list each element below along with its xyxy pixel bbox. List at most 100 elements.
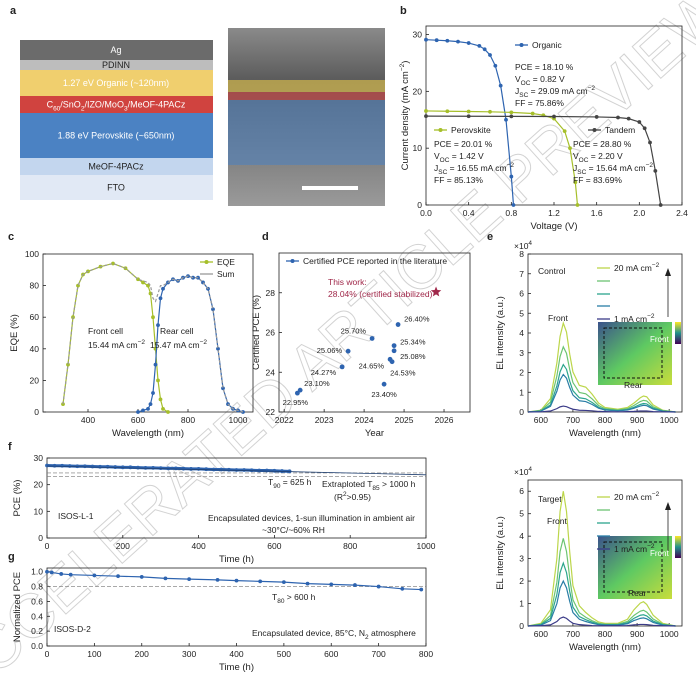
panel-label: b [400,5,407,17]
x-axis-title: Time (h) [219,554,254,565]
legend-label: Tandem [605,125,635,135]
text-part: −2 [138,339,146,346]
data-point [158,397,163,402]
text-part: = 2.20 V [588,151,623,161]
y-axis-title: Certified PCE (%) [251,295,262,370]
data-point [294,390,300,396]
y-tick-label: 28 [266,288,276,298]
data-point [98,464,102,469]
data-point [68,572,73,577]
series-line [425,110,579,206]
text-part: OC [579,157,589,164]
legend-label: EQE [217,257,235,267]
x-tick-label: 0 [45,649,50,659]
x-tick-label: 800 [419,649,433,659]
text-part: 85 [372,485,380,492]
y-tick-label: 5 [519,308,524,318]
x-tick-label: 2.0 [633,208,645,218]
x-tick-label: 800 [598,415,612,425]
x-axis-title: Time (h) [219,662,254,673]
annotation: ISOS-L-1 [58,511,94,521]
layer-label: 1.88 eV Perovskite (~650nm) [58,131,175,141]
data-point [153,362,158,367]
text-part: = 0.82 V [530,74,565,84]
data-point [376,584,381,589]
data-label: 22.95% [283,398,309,407]
data-point [466,109,471,114]
layer [20,158,213,175]
data-point [90,464,95,469]
y-tick-label: 0.8 [31,582,43,592]
legend-marker [519,43,524,47]
data-point [434,38,439,43]
data-point [120,465,125,470]
text-part: SC [438,169,447,176]
data-point [594,115,599,119]
data-point [59,572,64,576]
text-part: atmosphere [369,628,417,638]
text-part: J [434,163,438,173]
data-point [105,464,110,469]
layer [20,96,213,113]
data-point [369,336,375,341]
text-part: = 625 h [280,477,311,487]
x-tick-label: 700 [566,629,580,639]
text-part: −2 [652,491,660,498]
y-tick-label: 24 [266,367,276,377]
data-point [424,37,428,42]
data-label: 24.65% [359,361,385,370]
x-tick-label: 400 [81,415,95,425]
x-tick-label: 2025 [395,415,414,425]
x-tick-label: 2.4 [676,208,688,218]
text-part: (R [334,492,343,502]
data-point [158,466,163,471]
x-axis-title: Year [365,428,384,439]
annotation: VOC = 1.42 V [434,151,484,164]
data-point [264,468,269,473]
text-part: ×10 [514,467,529,477]
data-label: 25.34% [400,338,426,347]
x-axis-title: Wavelength (nm) [112,428,184,439]
annotation: JSC = 16.55 mA cm−2 [434,162,514,176]
text-part: 3 [124,106,128,113]
y-axis-title: PCE (%) [12,480,23,517]
y-tick-label: 5 [519,509,524,519]
data-point [141,408,145,413]
legend-marker [290,259,295,263]
series-line [425,115,662,206]
text-part: 2 [365,634,369,641]
x-tick-label: 100 [87,649,101,659]
data-point [445,38,450,43]
chart: 600 700 800 900 1000 0 1 2 3 4 5 6 Wavelength (nm) EL… [495,466,683,653]
data-point [242,468,246,472]
x-tick-label: 1.2 [548,208,560,218]
data-point [166,410,170,414]
text-part: −2 [200,339,208,346]
layer-label: PDINN [102,60,130,70]
data-point [161,406,165,411]
text-part: > 1000 h [380,479,416,489]
annotation: FF = 83.69% [573,175,622,185]
annotation: FF = 75.86% [515,98,564,108]
layer [20,175,213,200]
text-part: >0.95) [347,492,372,502]
x-tick-label: 1000 [417,541,436,551]
legend-label: Organic [532,40,563,50]
data-point [151,465,156,470]
x-tick-label: 800 [181,415,195,425]
text-part: = 29.09 mA cm [528,86,587,96]
legend-marker [592,128,597,132]
x-tick-label: 0 [45,541,50,551]
panel-label: e [487,231,493,243]
data-point [395,322,401,327]
data-point [221,386,225,391]
annotation: Encapsulated devices, 1-sun illumination… [208,513,415,523]
data-point [136,465,140,470]
legend-label: 20 mA cm−2 [614,262,660,273]
y-tick-label: 20 [30,375,40,385]
chart: c 400 600 800 1000 0 20 40 60 80 100 Wavelength (nm… [8,231,254,439]
data-point [163,576,168,581]
data-point [143,465,148,470]
series-line [527,561,676,627]
text-part: /MeOF-4PACz [128,100,186,110]
